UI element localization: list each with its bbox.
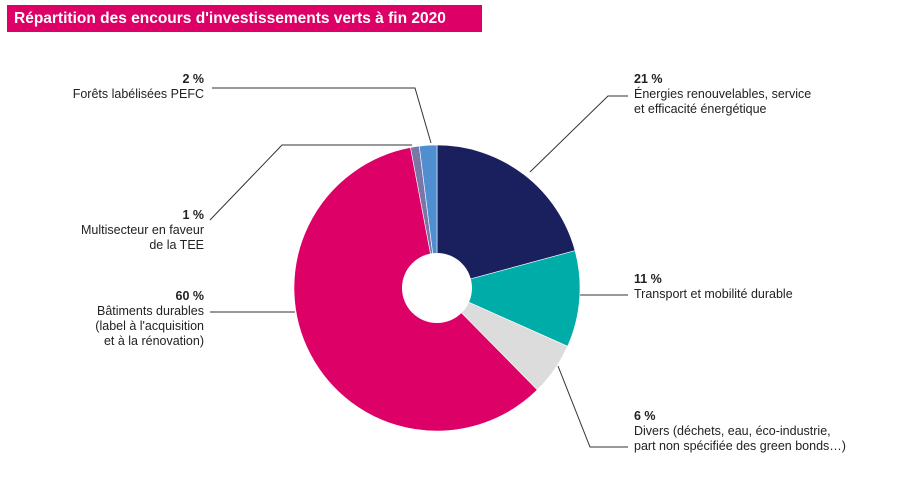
leader-line-multisecteur	[209, 144, 412, 221]
leader-line-energies	[529, 95, 628, 173]
leader-lines	[209, 87, 628, 448]
label-divers: 6 % Divers (déchets, eau, éco-industrie,…	[634, 409, 846, 453]
slice-5	[418, 144, 438, 289]
label-batiments: 60 % Bâtiments durables (label à l'acqui…	[95, 289, 204, 348]
slice-0	[436, 144, 576, 289]
leader-line-divers	[557, 365, 628, 448]
label-forets: 2 % Forêts labélisées PEFC	[72, 72, 204, 101]
leader-line-forets	[212, 87, 432, 144]
chart-title: Répartition des encours d'investissement…	[7, 5, 482, 32]
label-multisecteur: 1 % Multisecteur en faveur de la TEE	[81, 208, 204, 252]
slice-1	[436, 250, 581, 347]
label-energies: 21 % Énergies renouvelables, service et …	[634, 72, 812, 116]
label-transport: 11 % Transport et mobilité durable	[634, 272, 793, 301]
donut-hole	[402, 253, 472, 323]
